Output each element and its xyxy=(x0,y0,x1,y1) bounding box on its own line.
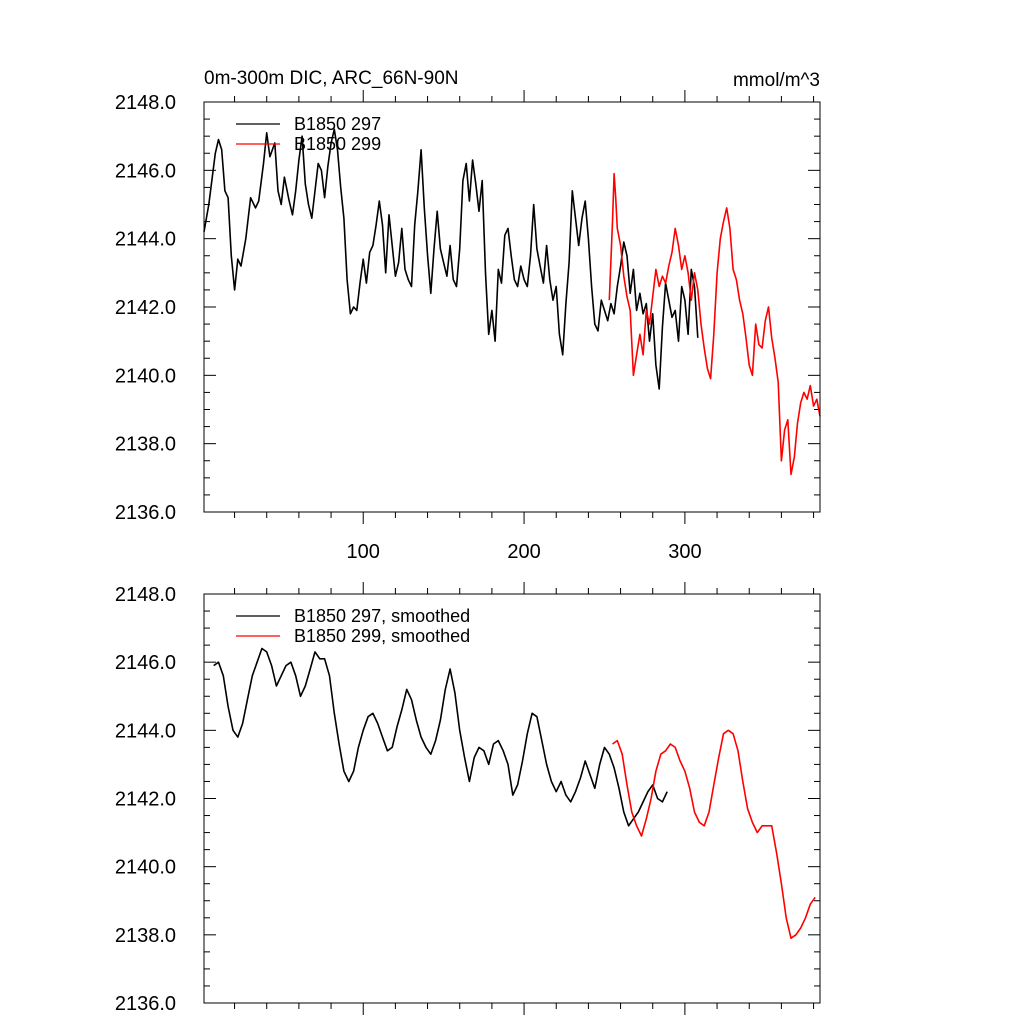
x-tick-label: 200 xyxy=(507,541,540,563)
units-label: mmol/m^3 xyxy=(733,70,820,91)
bottom-panel: 2136.0 2138.0 2140.0 2142.0 2144.0 2146.0 2148… xyxy=(115,582,821,1015)
top-panel: 0m-300m DIC, ARC_66N-90N mmol/m^3 2136.0… xyxy=(115,68,821,563)
axis-ticks xyxy=(204,90,820,524)
plot-frame xyxy=(203,101,821,513)
y-tick-label: 2144.0 xyxy=(115,229,176,251)
y-tick-label: 2146.0 xyxy=(115,652,176,674)
y-tick-label: 2142.0 xyxy=(115,297,176,319)
legend-label-b1850-299: B1850 299 xyxy=(294,134,381,154)
series-line-b1850-299 xyxy=(608,172,821,476)
y-tick-label: 2140.0 xyxy=(115,365,176,387)
legend-label-b1850-297-smoothed: B1850 297, smoothed xyxy=(294,606,470,626)
y-tick-label: 2140.0 xyxy=(115,857,176,879)
x-axis-tick-labels: 100 200 300 xyxy=(347,541,702,563)
legend: B1850 297 B1850 299 xyxy=(236,114,381,154)
plot-frame xyxy=(203,593,821,1004)
y-tick-label: 2144.0 xyxy=(115,720,176,742)
axis-ticks xyxy=(204,582,820,1015)
y-axis-tick-labels: 2136.0 2138.0 2140.0 2142.0 2144.0 2146.0 2148… xyxy=(115,584,176,1015)
x-tick-label: 300 xyxy=(668,541,701,563)
legend-label-b1850-299-smoothed: B1850 299, smoothed xyxy=(294,626,470,646)
chart-title: 0m-300m DIC, ARC_66N-90N xyxy=(204,68,458,89)
y-tick-label: 2136.0 xyxy=(115,502,176,524)
y-tick-label: 2148.0 xyxy=(115,584,176,606)
y-tick-label: 2148.0 xyxy=(115,92,176,114)
series-line-b1850-299-smoothed xyxy=(612,729,816,940)
series-lines xyxy=(203,128,821,476)
legend: B1850 297, smoothed B1850 299, smoothed xyxy=(236,606,470,646)
y-tick-label: 2138.0 xyxy=(115,925,176,947)
x-tick-label: 100 xyxy=(347,541,380,563)
legend-label-b1850-297: B1850 297 xyxy=(294,114,381,134)
series-line-b1850-297 xyxy=(203,128,699,390)
y-tick-label: 2142.0 xyxy=(115,789,176,811)
series-line-b1850-297-smoothed xyxy=(213,647,668,827)
y-axis-tick-labels: 2136.0 2138.0 2140.0 2142.0 2144.0 2146.0 2148… xyxy=(115,92,176,524)
y-tick-label: 2138.0 xyxy=(115,434,176,456)
y-tick-label: 2136.0 xyxy=(115,993,176,1015)
y-tick-label: 2146.0 xyxy=(115,160,176,182)
series-lines xyxy=(213,647,816,940)
